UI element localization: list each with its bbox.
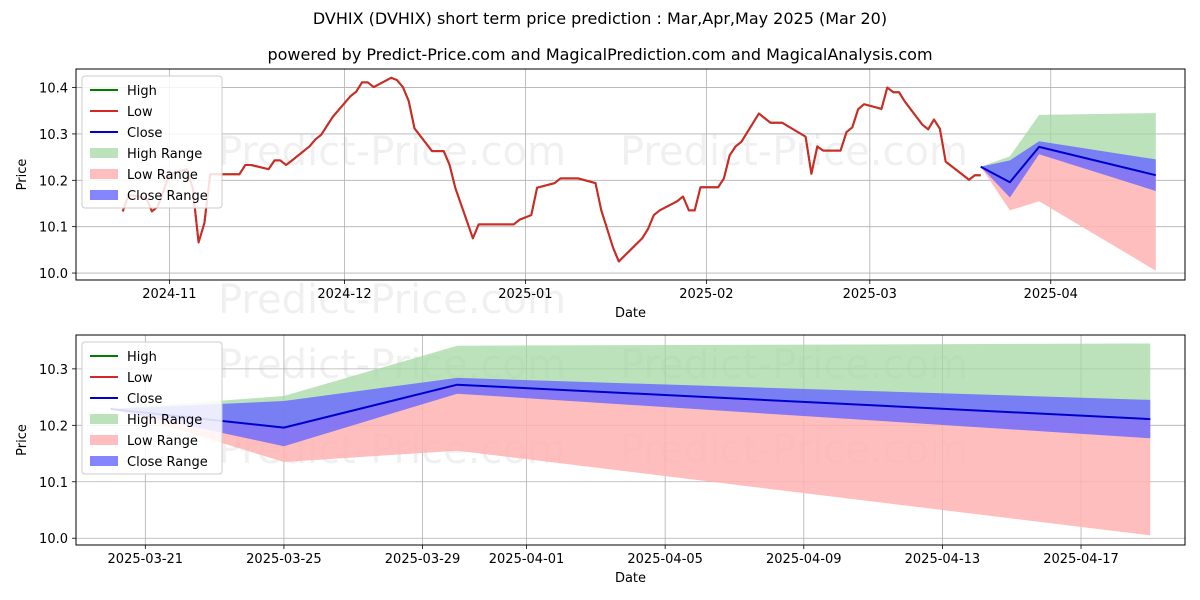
legend-label: Close Range	[127, 455, 208, 470]
y-tick-label: 10.1	[39, 221, 68, 236]
legend-swatch	[90, 456, 118, 466]
legend-label: High	[127, 84, 157, 99]
y-tick-label: 10.4	[39, 82, 68, 97]
legend-swatch	[90, 148, 118, 158]
low-range-band	[110, 384, 1151, 536]
x-tick-label: 2025-03	[843, 287, 897, 302]
low-range-band	[980, 146, 1156, 271]
x-tick-label: 2025-04-13	[905, 552, 981, 567]
legend-label: High	[127, 350, 157, 365]
legend-swatch	[90, 169, 118, 179]
x-tick-label: 2025-03-29	[385, 552, 461, 567]
close-range-band	[110, 377, 1151, 447]
legend-swatch	[90, 414, 118, 424]
plot-area	[121, 76, 1157, 271]
legend-label: High Range	[127, 413, 202, 428]
x-tick-label: 2025-04-05	[627, 552, 703, 567]
chart-panel-2: Predict-Price.comPredict-Price.comPredic…	[15, 334, 1186, 586]
legend-label: Low	[127, 371, 153, 386]
low-line	[121, 76, 981, 263]
x-tick-label: 2025-01	[498, 287, 552, 302]
chart-title: DVHIX (DVHIX) short term price predictio…	[312, 9, 888, 28]
chart-subtitle: powered by Predict-Price.com and Magical…	[267, 45, 933, 64]
chart-panel-1: Predict-Price.com Predict-Price.com Predic…	[15, 68, 1186, 323]
x-tick-label: 2024-11	[142, 287, 196, 302]
legend: High Low Close High Range Low Range Close Ran…	[81, 341, 223, 475]
x-tick-label: 2025-03-25	[246, 552, 322, 567]
x-tick-label: 2025-02	[679, 287, 733, 302]
close-line	[980, 145, 1157, 184]
x-tick-label: 2025-04	[1024, 287, 1078, 302]
y-tick-label: 10.2	[39, 174, 68, 189]
y-tick-label: 10.0	[39, 532, 68, 547]
y-tick-label: 10.1	[39, 476, 68, 491]
plot-area	[110, 343, 1151, 536]
y-tick-label: 10.0	[39, 267, 68, 282]
watermark-text: Predict-Price.com	[218, 277, 566, 323]
legend-label: Low Range	[127, 434, 198, 449]
y-tick-label: 10.3	[39, 128, 68, 143]
legend-label: Close Range	[127, 189, 208, 204]
legend: High Low Close High Range Low Range Close Ran…	[81, 75, 223, 209]
y-axis-label: Price	[15, 159, 30, 191]
legend-swatch	[90, 435, 118, 445]
x-tick-label: 2025-04-17	[1043, 552, 1119, 567]
x-tick-label: 2025-03-21	[108, 552, 184, 567]
watermark-text: Predict-Price.com	[218, 129, 566, 175]
plot-frame	[75, 334, 1186, 546]
legend-label: Low	[127, 105, 153, 120]
x-tick-label: 2024-12	[317, 287, 371, 302]
y-axis-label: Price	[15, 424, 30, 456]
close-range-band	[980, 141, 1156, 198]
y-tick-label: 10.3	[39, 363, 68, 378]
x-tick-label: 2025-04-09	[766, 552, 842, 567]
legend-label: Close	[127, 392, 162, 407]
legend-label: Low Range	[127, 168, 198, 183]
x-tick-label: 2025-04-01	[489, 552, 565, 567]
x-axis-label: Date	[615, 571, 646, 586]
legend-label: High Range	[127, 147, 202, 162]
y-tick-label: 10.2	[39, 419, 68, 434]
legend-swatch	[90, 190, 118, 200]
watermark-text: Predict-Price.com	[620, 129, 968, 175]
plot-frame	[75, 68, 1186, 281]
legend-label: Close	[127, 126, 162, 141]
x-axis-label: Date	[615, 306, 646, 321]
